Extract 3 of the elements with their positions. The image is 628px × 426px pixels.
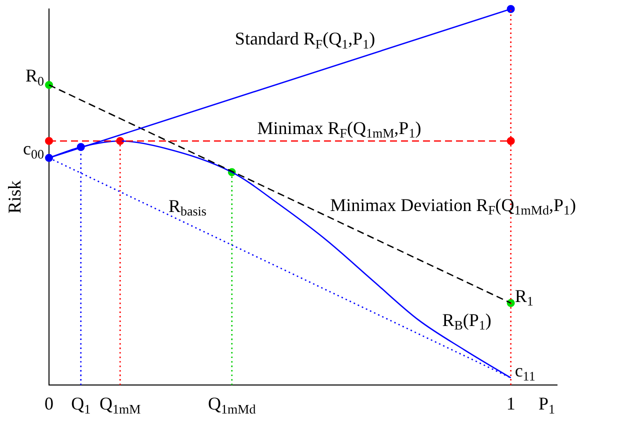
x-tick-label: 1 [506,394,516,414]
x-tick-label: 0 [44,394,54,414]
y-axis-title: Risk [4,180,25,214]
